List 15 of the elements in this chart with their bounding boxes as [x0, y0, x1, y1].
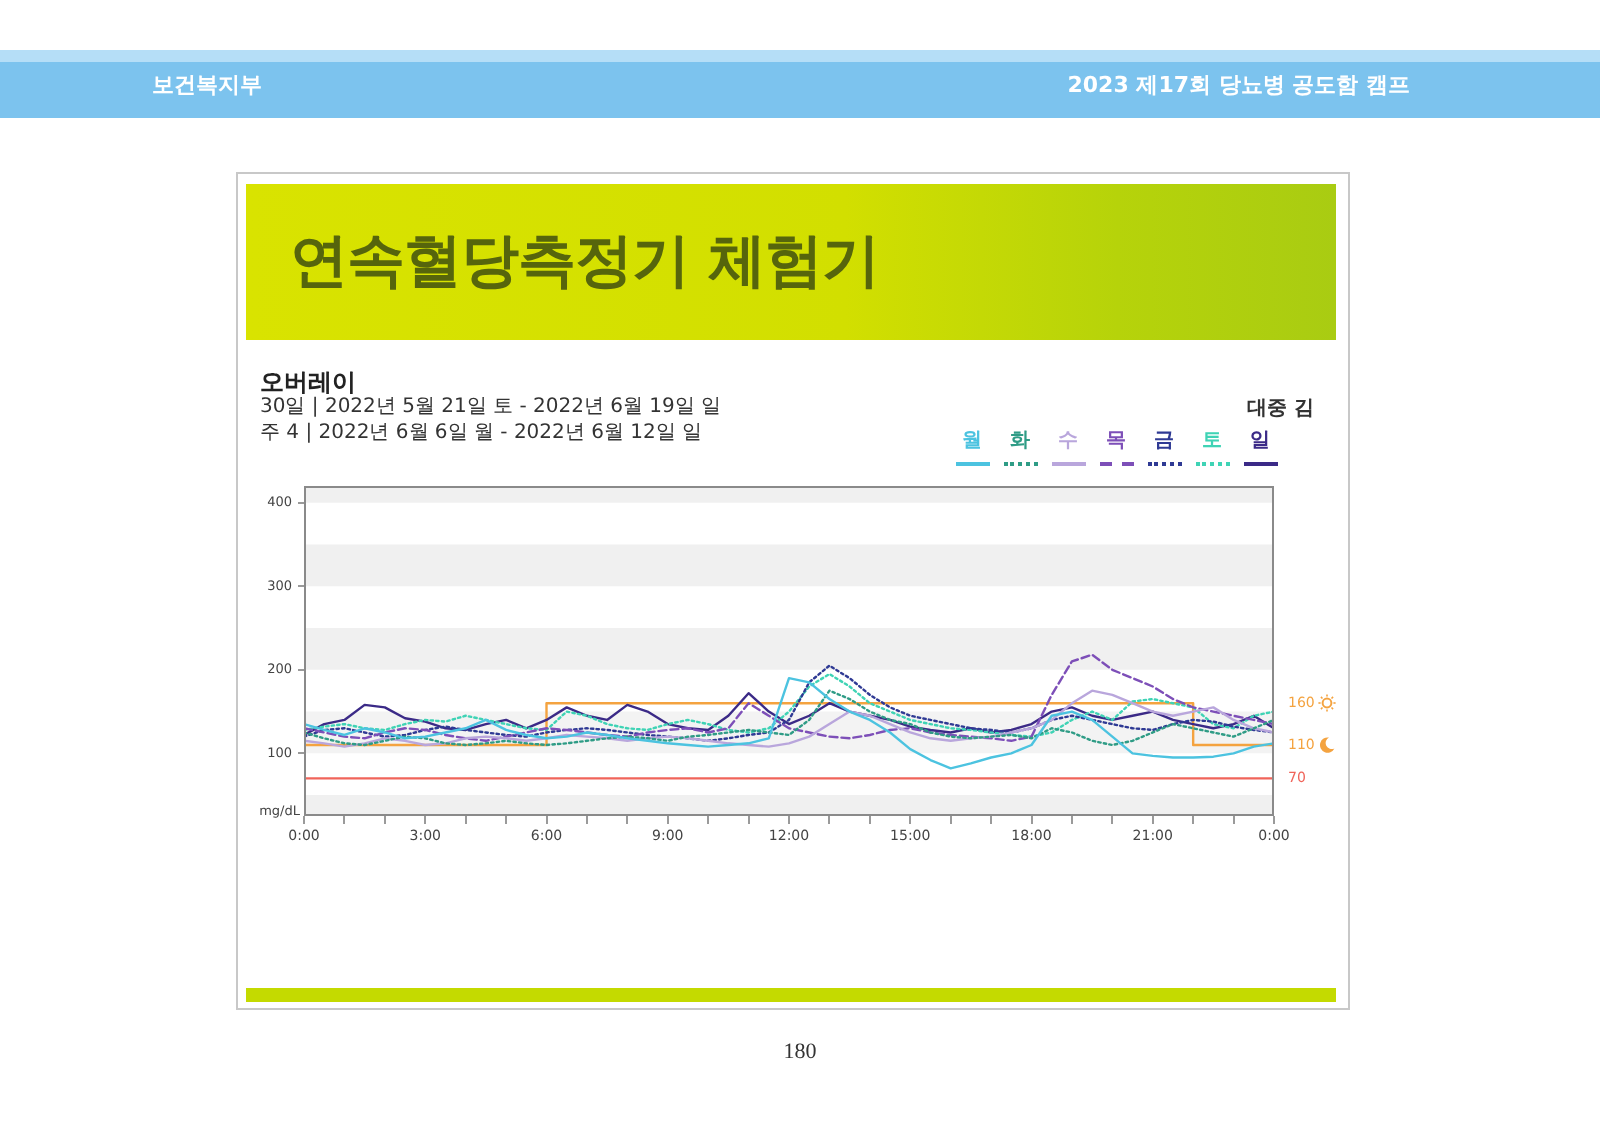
chart-subtitle: 30일 | 2022년 5월 21일 토 - 2022년 6월 19일 일 [260, 396, 722, 420]
chart-title: 오버레이 [260, 368, 356, 396]
text: 대중 김 [1247, 398, 1314, 421]
text: 목 [1106, 430, 1126, 454]
text: 보건복지부 [152, 72, 262, 100]
text: 토 [1202, 430, 1222, 454]
text: 주 4 | 2022년 6월 6일 월 - 2022년 6월 12일 일 [260, 422, 703, 445]
text: 화 [1010, 430, 1030, 454]
text: 금 [1154, 430, 1174, 454]
text: 2023 제17회 당뇨병 공도함 캠프 [1067, 72, 1410, 100]
text: 180 [781, 1040, 819, 1066]
text: 수 [1058, 430, 1078, 454]
text: 일 [1250, 430, 1270, 454]
text: 월 [962, 430, 982, 454]
text: 연속혈당측정기 체험기 [290, 226, 880, 295]
